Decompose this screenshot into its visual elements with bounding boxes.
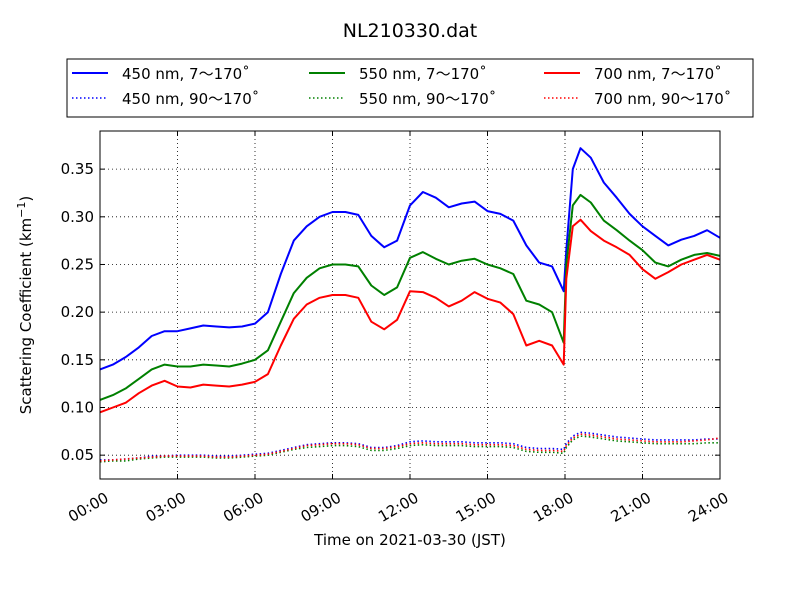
legend-label: 450 nm, 7～170˚: [122, 65, 250, 83]
legend-box: [66, 58, 754, 118]
y-axis-label-close: ): [17, 196, 35, 202]
y-tick-label: 0.30: [61, 208, 94, 226]
series-line: [99, 435, 720, 463]
y-axis-label-exponent: −1: [15, 202, 28, 218]
y-tick-label: 0.10: [61, 398, 94, 416]
series-line: [99, 218, 721, 414]
legend-label: 550 nm, 7～170˚: [359, 65, 487, 83]
y-tick-label: 0.20: [61, 303, 94, 321]
series-line: [99, 147, 721, 371]
y-axis-label-main: Scattering Coefficient (km: [17, 218, 35, 414]
legend: 450 nm, 7～170˚ 450 nm, 90～170˚ 550 nm, 7～1…: [66, 58, 754, 118]
chart-title: NL210330.dat: [343, 20, 478, 42]
y-tick-label: 0.35: [61, 160, 94, 178]
legend-label: 700 nm, 90～170˚: [594, 90, 731, 108]
legend-label: 550 nm, 90～170˚: [359, 90, 496, 108]
legend-label: 700 nm, 7～170˚: [594, 65, 722, 83]
x-axis-label: Time on 2021-03-30 (JST): [313, 531, 506, 549]
series-line: [99, 433, 721, 462]
series-line: [99, 193, 721, 401]
grid: [100, 131, 720, 479]
legend-label: 450 nm, 90～170˚: [122, 90, 259, 108]
y-tick-label: 0.05: [61, 446, 94, 464]
y-tick-label: 0.25: [61, 255, 94, 273]
series-line: [100, 431, 720, 461]
y-tick-label: 0.15: [61, 351, 94, 369]
y-axis-label: Scattering Coefficient (km−1): [15, 196, 35, 415]
plot-lines: [99, 147, 721, 463]
